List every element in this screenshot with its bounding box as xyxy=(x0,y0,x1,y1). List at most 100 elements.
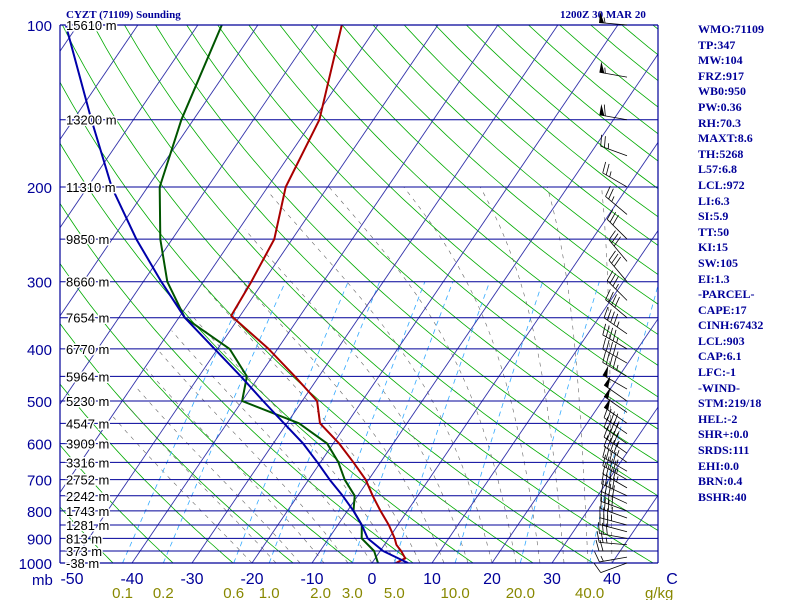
height-label: 11310 m xyxy=(66,180,116,195)
sounding-index-item: HEL:-2 xyxy=(698,411,738,426)
isotherm xyxy=(0,25,18,563)
sounding-index-item: CINH:67432 xyxy=(698,318,764,333)
pressure-tick-label: 900 xyxy=(27,531,52,548)
wind-barb xyxy=(595,539,627,552)
wind-barb xyxy=(594,551,628,563)
wind-barb xyxy=(603,416,628,444)
dry-adiabat xyxy=(60,202,414,563)
height-label: 2752 m xyxy=(66,473,109,488)
sounding-index-item: WMO:71109 xyxy=(698,22,764,36)
wind-barb xyxy=(603,306,628,335)
sounding-index-item: L57:6.8 xyxy=(698,162,737,177)
sounding-index-item: BSHR:40 xyxy=(698,489,747,504)
temperature-tick-label: -50 xyxy=(60,571,83,588)
moist-adiabat xyxy=(171,330,373,563)
wind-barb xyxy=(599,11,628,26)
mixing-ratio-line xyxy=(454,281,544,563)
sounding-index-item: RH:70.3 xyxy=(698,115,741,130)
pressure-tick-label: 600 xyxy=(27,437,52,454)
sounding-index-item: -WIND- xyxy=(698,380,740,395)
sounding-index-item: EI:1.3 xyxy=(698,271,730,286)
mixing-ratio-unit: g/kg xyxy=(645,585,673,600)
isotherm xyxy=(191,25,559,563)
sounding-index-item: -PARCEL- xyxy=(698,287,755,302)
temperature-tick-label: 0 xyxy=(368,571,377,588)
moist-adiabat xyxy=(145,368,325,563)
temperature-profile-line xyxy=(230,25,407,563)
mixing-ratio-label: 40.0 xyxy=(575,585,604,600)
wind-barb xyxy=(601,480,628,504)
isotherm xyxy=(60,25,319,405)
mixing-ratio-label: 0.1 xyxy=(112,585,133,600)
sounding-index-item: TH:5268 xyxy=(698,146,744,161)
wind-barb xyxy=(603,387,628,413)
height-label: 13200 m xyxy=(66,113,117,128)
dewpoint-profile-line xyxy=(158,25,379,563)
dry-adiabat xyxy=(155,25,658,497)
mixing-ratio-label: 0.6 xyxy=(223,585,244,600)
sounding-index-item: CAP:6.1 xyxy=(698,349,742,364)
wind-barb xyxy=(603,435,628,463)
isotherm xyxy=(371,141,658,563)
height-label: 3909 m xyxy=(66,437,109,452)
wind-barb xyxy=(602,462,628,489)
moist-adiabat xyxy=(220,256,445,563)
height-label: 3316 m xyxy=(66,455,109,470)
isotherm xyxy=(311,53,658,563)
temperature-tick-label: 10 xyxy=(423,571,441,588)
sounding-index-item: MW:104 xyxy=(698,53,743,68)
height-label: 4547 m xyxy=(66,416,109,431)
mixing-ratio-line xyxy=(233,281,349,563)
isotherm xyxy=(551,406,658,563)
pressure-tick-label: 800 xyxy=(27,504,52,521)
height-label: 1743 m xyxy=(66,504,109,519)
moist-adiabat xyxy=(546,186,589,563)
mixing-ratio-label: 2.0 xyxy=(310,585,331,600)
wind-barb xyxy=(596,531,628,546)
height-label: 5964 m xyxy=(66,369,109,384)
wind-barb xyxy=(602,454,628,481)
mixing-ratio-line xyxy=(320,281,426,563)
wind-barb xyxy=(608,230,628,262)
sounding-index-item: TP:347 xyxy=(698,37,736,52)
pressure-tick-label: 400 xyxy=(27,342,52,359)
height-label: 6770 m xyxy=(66,342,109,357)
sounding-index-item: EHI:0.0 xyxy=(698,458,740,473)
station-title: CYZT (71109) Sounding xyxy=(66,9,181,21)
wind-barb xyxy=(600,134,628,157)
mixing-ratio-label: 5.0 xyxy=(384,585,405,600)
wind-barb xyxy=(599,104,628,121)
moist-adiabat xyxy=(403,186,541,563)
height-label: 1281 m xyxy=(66,518,109,533)
wind-barb xyxy=(597,522,628,539)
wind-barb xyxy=(602,161,628,188)
temperature-tick-label: -20 xyxy=(240,571,263,588)
moist-adiabat xyxy=(328,186,517,563)
pressure-tick-label: 500 xyxy=(27,394,52,411)
moist-adiabat xyxy=(135,386,301,563)
sounding-index-item: LFC:-1 xyxy=(698,365,736,380)
temperature-tick-label: 30 xyxy=(543,571,561,588)
wind-barb xyxy=(602,365,628,390)
temperature-tick-label: C xyxy=(666,571,678,588)
wind-barb xyxy=(593,562,628,573)
isotherm xyxy=(251,25,619,563)
height-label: -38 m xyxy=(66,556,99,571)
parcel-profile-line xyxy=(64,25,409,563)
sounding-index-item: BRN:0.4 xyxy=(698,474,743,489)
wind-barb xyxy=(602,351,628,377)
pressure-unit-label: mb xyxy=(32,572,53,589)
wind-barb xyxy=(603,398,628,424)
temperature-tick-label: -30 xyxy=(180,571,203,588)
sounding-index-item: STM:219/18 xyxy=(698,396,762,411)
mixing-ratio-line xyxy=(519,281,600,563)
sounding-index-item: SRDS:111 xyxy=(698,443,750,458)
sounding-index-item: CAPE:17 xyxy=(698,302,747,317)
mixing-ratio-label: 3.0 xyxy=(342,585,363,600)
sounding-time: 1200Z 30 MAR 20 xyxy=(560,9,646,21)
mixing-ratio-label: 10.0 xyxy=(441,585,470,600)
wind-barb xyxy=(603,426,628,454)
height-label: 2242 m xyxy=(66,489,109,504)
height-label: 373 m xyxy=(66,544,102,559)
mixing-ratio-line xyxy=(393,281,490,563)
